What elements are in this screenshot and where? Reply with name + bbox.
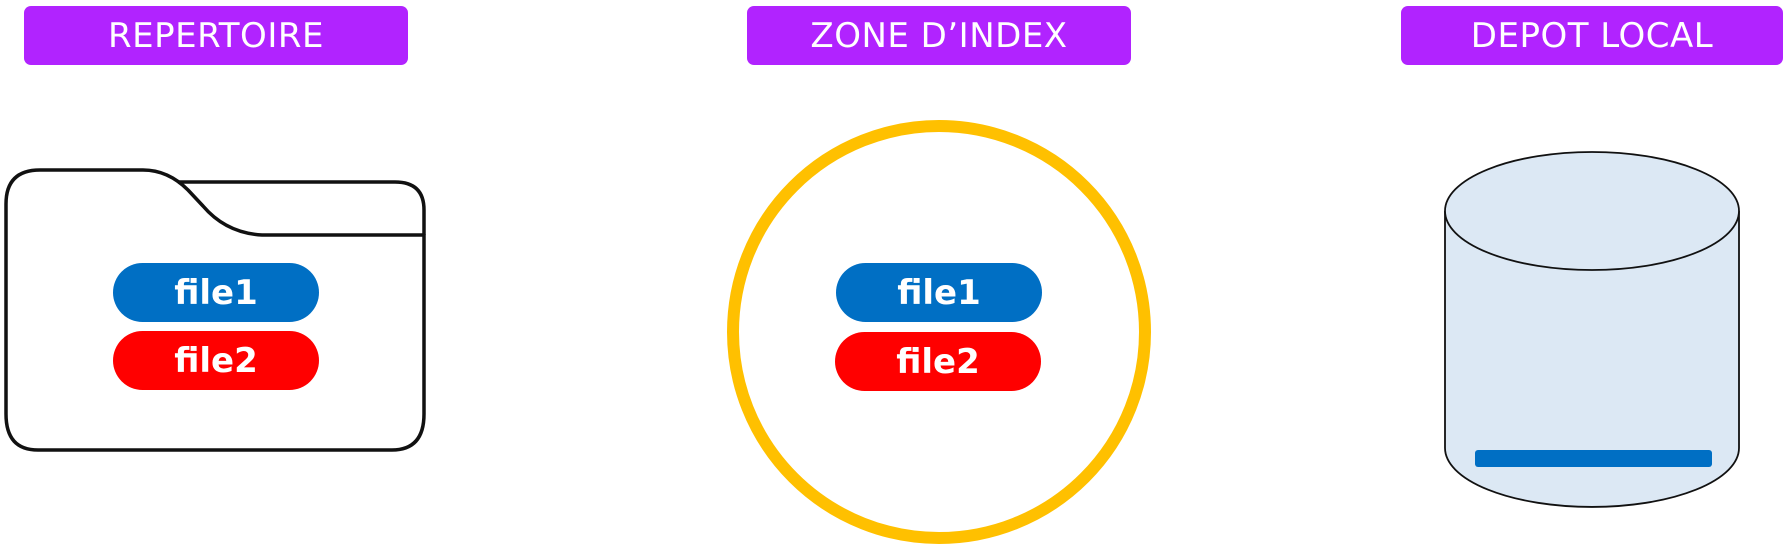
header-zone-index: ZONE D’INDEX: [747, 6, 1131, 65]
file2-pill-repertoire: file2: [113, 331, 319, 390]
header-repertoire: REPERTOIRE: [24, 6, 408, 65]
repo-commit-bar: [1475, 450, 1712, 467]
file1-pill-index: file1: [836, 263, 1042, 322]
index-circle: [727, 120, 1151, 544]
header-depot-local: DEPOT LOCAL: [1401, 6, 1783, 65]
file2-pill-index: file2: [835, 332, 1041, 391]
file1-pill-repertoire: file1: [113, 263, 319, 322]
database-icon: [1444, 151, 1740, 508]
